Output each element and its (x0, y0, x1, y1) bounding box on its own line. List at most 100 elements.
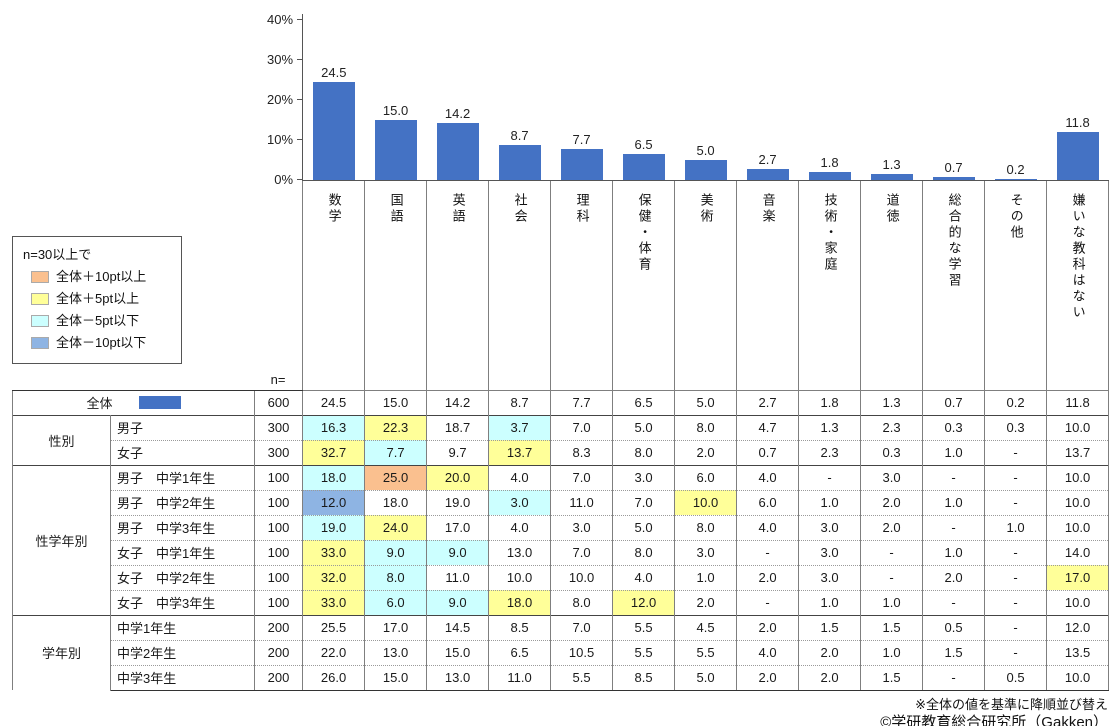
row-label: 男子 中学3年生 (110, 514, 255, 540)
value-cell: 1.3 (860, 389, 924, 415)
value-cell: - (922, 589, 986, 615)
value-cell: 6.0 (674, 464, 738, 490)
bar-value-label: 24.5 (321, 64, 347, 80)
value-cell: 4.0 (736, 514, 800, 540)
value-cell: 6.0 (736, 489, 800, 515)
bar (312, 81, 355, 180)
value-cell: - (984, 614, 1048, 640)
n-value: 100 (253, 539, 304, 565)
value-cell: 6.0 (364, 589, 428, 615)
bar-value-label: 2.7 (758, 151, 777, 167)
value-cell: 25.5 (302, 614, 366, 640)
value-cell: 11.0 (488, 664, 552, 691)
value-cell: 13.7 (1046, 439, 1110, 465)
value-cell: 19.0 (302, 514, 366, 540)
n-value: 100 (253, 564, 304, 590)
subject-name: 英語 (450, 192, 466, 225)
subject-name: 保健・体育 (636, 192, 652, 273)
bar (870, 174, 913, 180)
group-label: 性学年別 (12, 464, 111, 615)
value-cell: 6.5 (612, 389, 676, 415)
bar-wrap: 15.0 (365, 103, 427, 180)
value-cell: 2.3 (860, 414, 924, 440)
subject-header-4: 社会 (488, 179, 552, 391)
value-cell: 24.5 (302, 389, 366, 415)
row-label: 男子 中学2年生 (110, 489, 255, 515)
value-cell: 3.7 (488, 414, 552, 440)
bar-column-5: 7.7 (550, 14, 613, 181)
table-row: 中学2年生 200 22.0 13.0 15.0 6.5 10.5 5.5 5.5 4.0 2.0 1… (13, 639, 1110, 665)
value-cell: 14.2 (426, 389, 490, 415)
bar-value-label: 1.3 (882, 157, 901, 173)
value-cell: 4.0 (736, 639, 800, 665)
copyright: ©学研教育総合研究所（Gakken） (880, 713, 1108, 726)
subject-name: 技術・家庭 (822, 192, 838, 273)
bar-wrap: 1.3 (861, 157, 923, 180)
bar-wrap: 14.2 (427, 106, 489, 180)
value-cell: 1.5 (798, 614, 862, 640)
value-cell: 0.7 (922, 389, 986, 415)
n-value: 600 (253, 389, 304, 415)
subject-name: 社会 (512, 192, 528, 225)
bar-value-label: 5.0 (696, 142, 715, 158)
value-cell: 1.5 (922, 639, 986, 665)
bar-wrap: 5.0 (675, 142, 737, 180)
bar (684, 159, 727, 180)
bar-wrap: 2.7 (737, 151, 799, 180)
footer: ※全体の値を基準に降順並び替え ©学研教育総合研究所（Gakken） (12, 696, 1108, 726)
value-cell: 1.0 (922, 539, 986, 565)
subject-name: 国語 (388, 192, 404, 225)
value-cell: 4.0 (736, 464, 800, 490)
n-value: 200 (253, 614, 304, 640)
value-cell: 7.0 (550, 464, 614, 490)
value-cell: 3.0 (798, 539, 862, 565)
bar-column-2: 15.0 (364, 14, 427, 181)
value-cell: 3.0 (612, 464, 676, 490)
value-cell: 0.7 (736, 439, 800, 465)
legend-label: 全体＋5pt以上 (56, 291, 140, 306)
value-cell: 1.0 (860, 639, 924, 665)
value-cell: 32.7 (302, 439, 366, 465)
value-cell: 2.0 (736, 664, 800, 691)
table-row: 女子 中学3年生 100 33.0 6.0 9.0 18.0 8.0 12.0 2.0-1.0 1… (13, 589, 1110, 615)
bar (498, 144, 541, 180)
bar (808, 172, 851, 180)
y-axis-tick-label: 20% (267, 92, 294, 107)
value-cell: 2.0 (674, 439, 738, 465)
value-cell: 8.0 (364, 564, 428, 590)
n-value: 200 (253, 639, 304, 665)
value-cell: 3.0 (550, 514, 614, 540)
value-cell: 2.0 (674, 589, 738, 615)
legend-items: 全体＋10pt以上 全体＋5pt以上 全体－5pt以下 全体－10pt以下 (23, 266, 173, 354)
value-cell: 5.5 (674, 639, 738, 665)
y-axis-tick-label: 40% (267, 12, 294, 27)
bar-column-3: 14.2 (426, 14, 489, 181)
value-cell: 3.0 (798, 514, 862, 540)
value-cell: 1.0 (860, 589, 924, 615)
n-equals-label: n= (270, 371, 286, 387)
value-cell: 26.0 (302, 664, 366, 691)
legend-label: 全体－10pt以下 (56, 335, 147, 350)
legend-item: 全体－10pt以下 (23, 332, 173, 354)
value-cell: 13.5 (1046, 639, 1110, 665)
value-cell: 5.0 (612, 514, 676, 540)
bar-chart-row: 40% 30% 20% 10% 0% 24.5 15.0 14.2 8.7 7.7 6.5 5.0 2… (12, 12, 1109, 187)
value-cell: 25.0 (364, 464, 428, 490)
row-label-total: 全体 (12, 389, 255, 415)
bar-value-label: 7.7 (572, 131, 591, 147)
value-cell: 5.5 (612, 614, 676, 640)
row-label: 中学2年生 (110, 639, 255, 665)
row-label: 女子 中学3年生 (110, 589, 255, 615)
value-cell: 2.3 (798, 439, 862, 465)
value-cell: - (984, 489, 1048, 515)
value-cell: 5.0 (674, 389, 738, 415)
value-cell: 7.0 (550, 539, 614, 565)
bar (560, 148, 603, 180)
value-cell: - (736, 539, 800, 565)
value-cell: 0.5 (984, 664, 1048, 691)
value-cell: 17.0 (426, 514, 490, 540)
value-cell: 2.0 (860, 514, 924, 540)
bar-value-label: 8.7 (510, 127, 529, 143)
value-cell: 5.5 (612, 639, 676, 665)
bar-wrap: 24.5 (303, 64, 365, 180)
